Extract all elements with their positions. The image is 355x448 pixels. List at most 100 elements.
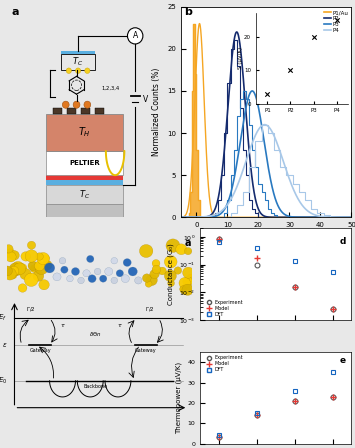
Circle shape — [174, 267, 182, 274]
Circle shape — [179, 277, 191, 289]
Circle shape — [44, 263, 55, 273]
Circle shape — [9, 266, 19, 276]
FancyBboxPatch shape — [46, 204, 123, 217]
Circle shape — [111, 277, 118, 284]
Circle shape — [37, 253, 49, 265]
Circle shape — [158, 267, 166, 275]
Circle shape — [9, 263, 22, 276]
Circle shape — [84, 101, 91, 108]
Text: $T_C$: $T_C$ — [79, 188, 90, 201]
Circle shape — [30, 265, 38, 272]
Circle shape — [87, 255, 94, 263]
FancyBboxPatch shape — [46, 114, 123, 151]
Y-axis label: Normalized Counts (%): Normalized Counts (%) — [153, 68, 162, 156]
Circle shape — [33, 271, 44, 281]
Circle shape — [152, 265, 161, 274]
Legend: P1/Au, P2, P3, P4: P1/Au, P2, P3, P4 — [323, 9, 349, 34]
FancyBboxPatch shape — [61, 51, 95, 54]
Circle shape — [35, 262, 48, 275]
Circle shape — [13, 263, 26, 275]
Circle shape — [164, 256, 177, 268]
Circle shape — [36, 253, 43, 260]
Circle shape — [62, 101, 69, 108]
Circle shape — [12, 261, 24, 273]
Text: a: a — [12, 7, 19, 17]
Text: $T_H$: $T_H$ — [78, 125, 91, 139]
Circle shape — [10, 250, 19, 260]
Text: $\Gamma/2$: $\Gamma/2$ — [26, 305, 36, 313]
Circle shape — [116, 270, 124, 277]
Circle shape — [85, 68, 90, 73]
Circle shape — [27, 241, 36, 249]
Circle shape — [39, 280, 49, 290]
Circle shape — [146, 275, 157, 286]
Text: Backbone: Backbone — [84, 384, 108, 389]
FancyBboxPatch shape — [95, 108, 104, 114]
Circle shape — [34, 261, 44, 271]
Circle shape — [183, 277, 193, 286]
Circle shape — [150, 269, 159, 279]
Circle shape — [187, 274, 195, 282]
Circle shape — [66, 68, 71, 73]
Circle shape — [184, 248, 192, 255]
Circle shape — [21, 252, 31, 261]
Circle shape — [4, 245, 13, 253]
Circle shape — [6, 252, 16, 262]
Text: PELTIER: PELTIER — [69, 160, 100, 166]
Legend: Experiment, Model, DFT: Experiment, Model, DFT — [203, 299, 245, 318]
Text: $\tau$: $\tau$ — [117, 322, 123, 329]
Circle shape — [123, 258, 131, 267]
Circle shape — [182, 267, 194, 278]
Circle shape — [42, 255, 49, 262]
Text: a: a — [185, 238, 191, 248]
Circle shape — [99, 275, 107, 282]
Circle shape — [145, 280, 152, 287]
Text: b: b — [184, 7, 192, 17]
Text: $\delta\Theta n$: $\delta\Theta n$ — [89, 330, 102, 338]
Circle shape — [142, 274, 151, 282]
Circle shape — [128, 267, 137, 276]
Text: Gateway: Gateway — [135, 348, 157, 353]
Y-axis label: Thermopower (μV/K): Thermopower (μV/K) — [175, 362, 182, 434]
Legend: Experiment, Model, DFT: Experiment, Model, DFT — [203, 354, 245, 373]
Circle shape — [121, 275, 130, 283]
Circle shape — [127, 28, 143, 44]
Circle shape — [140, 245, 153, 258]
Circle shape — [152, 259, 160, 267]
Circle shape — [28, 261, 38, 271]
Circle shape — [180, 286, 186, 292]
Circle shape — [2, 266, 12, 276]
Text: $\Gamma/2$: $\Gamma/2$ — [144, 305, 154, 313]
Circle shape — [17, 263, 27, 273]
Circle shape — [111, 258, 118, 264]
FancyBboxPatch shape — [53, 108, 62, 114]
Text: A: A — [132, 31, 138, 40]
Text: V: V — [143, 95, 149, 103]
FancyBboxPatch shape — [46, 180, 123, 185]
Circle shape — [71, 267, 80, 276]
Circle shape — [61, 266, 68, 273]
Circle shape — [105, 267, 113, 276]
Y-axis label: Conductance (G₀): Conductance (G₀) — [167, 243, 174, 305]
FancyBboxPatch shape — [67, 108, 76, 114]
Circle shape — [18, 284, 27, 292]
Circle shape — [25, 250, 38, 262]
Circle shape — [4, 268, 16, 280]
Text: Gateway: Gateway — [29, 348, 51, 353]
Text: $E_f$: $E_f$ — [0, 313, 7, 323]
Circle shape — [53, 273, 61, 281]
Circle shape — [42, 260, 52, 270]
Circle shape — [168, 280, 175, 287]
Circle shape — [94, 268, 101, 275]
FancyBboxPatch shape — [46, 151, 123, 175]
Circle shape — [5, 249, 15, 258]
Circle shape — [88, 275, 96, 283]
Text: $T_C$: $T_C$ — [72, 56, 84, 68]
FancyBboxPatch shape — [46, 185, 123, 204]
Circle shape — [83, 270, 90, 277]
Circle shape — [176, 244, 187, 255]
Circle shape — [20, 268, 31, 280]
Circle shape — [67, 276, 73, 282]
Text: $\varepsilon$: $\varepsilon$ — [1, 341, 7, 349]
Text: e: e — [340, 356, 346, 365]
